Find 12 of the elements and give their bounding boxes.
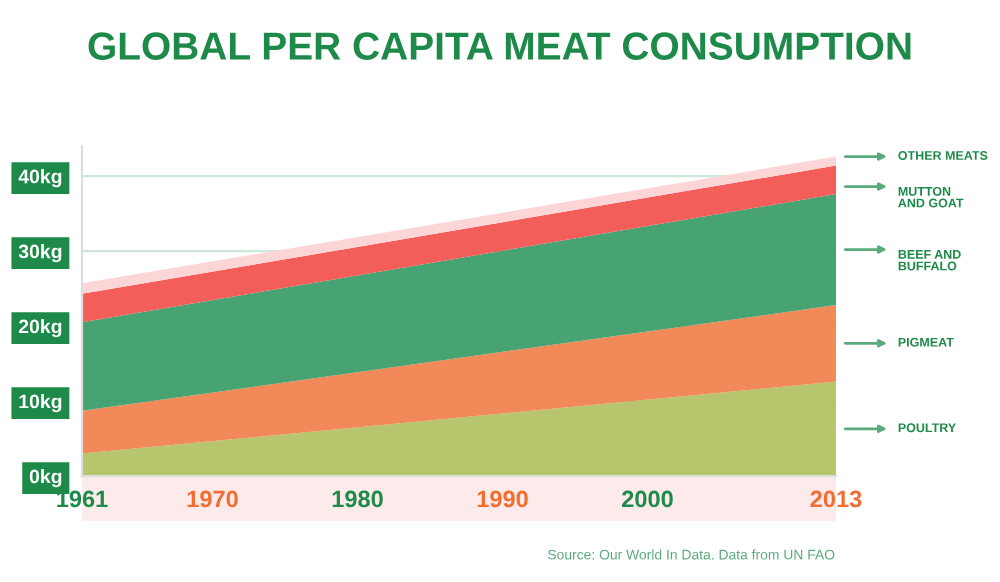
x-tick-label: 1961 [57,490,108,508]
x-tick-label: 2013 [810,490,862,508]
x-tick-label: 1990 [477,490,528,508]
x-tick-label: 1980 [332,490,383,508]
y-tick-label: 10kg [19,394,62,413]
x-tick-label: 1970 [187,490,238,508]
y-tick-label: 30kg [18,244,62,263]
y-tick-label: 0kg [29,469,62,488]
y-tick-label: 20kg [18,319,62,338]
chart-title: GLOBAL PER CAPITA MEAT CONSUMPTION [88,32,911,60]
y-tick-label: 40kg [18,169,62,188]
x-tick-label: 2000 [622,490,673,508]
